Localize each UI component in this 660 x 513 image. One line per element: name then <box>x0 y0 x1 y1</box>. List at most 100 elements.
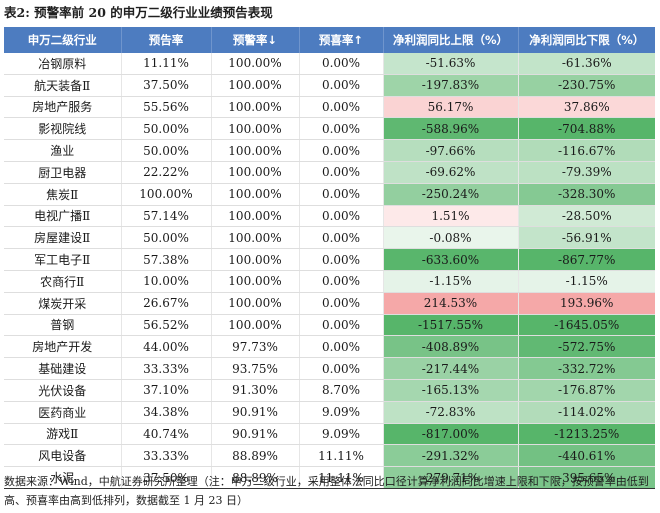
cell-industry: 渔业 <box>4 139 122 162</box>
cell-forecast-rate: 100.00% <box>121 183 212 206</box>
cell-positive-rate: 0.00% <box>299 74 384 97</box>
cell-positive-rate: 0.00% <box>299 357 384 380</box>
cell-industry: 电视广播Ⅱ <box>4 205 122 228</box>
table-row: 医药商业 34.38% 90.91% 9.09% -72.83% -114.02% <box>4 401 655 424</box>
cell-industry: 冶钢原料 <box>4 53 122 75</box>
cell-forecast-rate: 50.00% <box>121 139 212 162</box>
cell-forecast-rate: 37.10% <box>121 379 212 402</box>
cell-forecast-rate: 37.50% <box>121 74 212 97</box>
cell-industry: 影视院线 <box>4 117 122 141</box>
cell-positive-rate: 0.00% <box>299 335 384 359</box>
table-row: 焦炭Ⅱ 100.00% 100.00% 0.00% -250.24% -328.30% <box>4 183 655 206</box>
cell-industry: 光伏设备 <box>4 379 122 402</box>
cell-positive-rate: 0.00% <box>299 96 384 119</box>
cell-warning-rate: 100.00% <box>211 139 300 162</box>
table-row: 基础建设 33.33% 93.75% 0.00% -217.44% -332.72% <box>4 357 655 380</box>
cell-forecast-rate: 44.00% <box>121 335 212 359</box>
cell-profit-upper: -817.00% <box>383 423 519 446</box>
cell-positive-rate: 0.00% <box>299 139 384 162</box>
cell-positive-rate: 9.09% <box>299 401 384 424</box>
cell-positive-rate: 0.00% <box>299 292 384 315</box>
cell-profit-lower: -704.88% <box>518 117 655 141</box>
table-row: 光伏设备 37.10% 91.30% 8.70% -165.13% -176.87% <box>4 379 655 402</box>
cell-positive-rate: 0.00% <box>299 53 384 75</box>
industry-forecast-table: 申万二级行业 预告率 预警率↓ 预喜率↑ 净利润同比上限（%） 净利润同比下限（… <box>4 27 655 489</box>
cell-profit-upper: -72.83% <box>383 401 519 424</box>
cell-profit-lower: -1645.05% <box>518 314 655 337</box>
cell-positive-rate: 0.00% <box>299 270 384 293</box>
source-footnote: 数据来源：Wind，中航证券研究所整理（注：申万二级行业，采用整体法同比口径计算… <box>4 475 649 507</box>
cell-positive-rate: 11.11% <box>299 466 384 489</box>
cell-forecast-rate: 50.00% <box>121 226 212 250</box>
table-row: 冶钢原料 11.11% 100.00% 0.00% -51.63% -61.36% <box>4 53 655 75</box>
cell-profit-upper: -69.62% <box>383 161 519 184</box>
cell-profit-lower: -328.30% <box>518 183 655 206</box>
cell-forecast-rate: 26.67% <box>121 292 212 315</box>
cell-positive-rate: 0.00% <box>299 248 384 271</box>
cell-warning-rate: 100.00% <box>211 226 300 250</box>
cell-warning-rate: 100.00% <box>211 270 300 293</box>
cell-industry: 游戏Ⅱ <box>4 423 122 446</box>
cell-forecast-rate: 22.22% <box>121 161 212 184</box>
cell-profit-lower: -79.39% <box>518 161 655 184</box>
cell-forecast-rate: 33.33% <box>121 357 212 380</box>
cell-industry: 普钢 <box>4 314 122 337</box>
cell-industry: 厨卫电器 <box>4 161 122 184</box>
cell-forecast-rate: 50.00% <box>121 117 212 141</box>
cell-warning-rate: 100.00% <box>211 292 300 315</box>
table-row: 水泥 37.50% 88.89% 11.11% -279.71% -395.65% <box>4 466 655 489</box>
cell-profit-upper: -97.66% <box>383 139 519 162</box>
cell-warning-rate: 100.00% <box>211 314 300 337</box>
cell-profit-lower: -176.87% <box>518 379 655 402</box>
cell-industry: 水泥 <box>4 466 122 489</box>
col-header-profit-lower: 净利润同比下限（%） <box>518 27 655 53</box>
col-header-industry: 申万二级行业 <box>4 27 122 53</box>
cell-positive-rate: 0.00% <box>299 161 384 184</box>
table-row: 房屋建设Ⅱ 50.00% 100.00% 0.00% -0.08% -56.91% <box>4 226 655 250</box>
table-row: 军工电子Ⅱ 57.38% 100.00% 0.00% -633.60% -867.77% <box>4 248 655 271</box>
table-row: 普钢 56.52% 100.00% 0.00% -1517.55% -1645.05% <box>4 314 655 337</box>
cell-warning-rate: 100.00% <box>211 205 300 228</box>
cell-profit-upper: -217.44% <box>383 357 519 380</box>
cell-positive-rate: 0.00% <box>299 205 384 228</box>
cell-profit-upper: -588.96% <box>383 117 519 141</box>
cell-profit-upper: -1.15% <box>383 270 519 293</box>
cell-industry: 农商行Ⅱ <box>4 270 122 293</box>
cell-warning-rate: 100.00% <box>211 161 300 184</box>
cell-profit-upper: -250.24% <box>383 183 519 206</box>
table-row: 煤炭开采 26.67% 100.00% 0.00% 214.53% 193.96% <box>4 292 655 315</box>
cell-positive-rate: 11.11% <box>299 444 384 468</box>
cell-forecast-rate: 10.00% <box>121 270 212 293</box>
cell-warning-rate: 88.89% <box>211 444 300 468</box>
table-row: 航天装备Ⅱ 37.50% 100.00% 0.00% -197.83% -230.75% <box>4 74 655 97</box>
cell-forecast-rate: 40.74% <box>121 423 212 446</box>
cell-profit-lower: -114.02% <box>518 401 655 424</box>
cell-forecast-rate: 57.38% <box>121 248 212 271</box>
table-row: 厨卫电器 22.22% 100.00% 0.00% -69.62% -79.39% <box>4 161 655 184</box>
cell-warning-rate: 100.00% <box>211 117 300 141</box>
cell-warning-rate: 88.89% <box>211 466 300 489</box>
cell-industry: 航天装备Ⅱ <box>4 74 122 97</box>
cell-profit-lower: -440.61% <box>518 444 655 468</box>
cell-profit-lower: -116.67% <box>518 139 655 162</box>
cell-profit-lower: 37.86% <box>518 96 655 119</box>
cell-warning-rate: 90.91% <box>211 401 300 424</box>
cell-warning-rate: 100.00% <box>211 74 300 97</box>
table-row: 电视广播Ⅱ 57.14% 100.00% 0.00% 1.51% -28.50% <box>4 205 655 228</box>
table-header-row: 申万二级行业 预告率 预警率↓ 预喜率↑ 净利润同比上限（%） 净利润同比下限（… <box>4 27 655 53</box>
cell-positive-rate: 9.09% <box>299 423 384 446</box>
cell-profit-lower: -61.36% <box>518 53 655 75</box>
cell-industry: 医药商业 <box>4 401 122 424</box>
cell-positive-rate: 8.70% <box>299 379 384 402</box>
cell-forecast-rate: 37.50% <box>121 466 212 489</box>
table-row: 影视院线 50.00% 100.00% 0.00% -588.96% -704.88% <box>4 117 655 141</box>
col-header-positive-rate: 预喜率↑ <box>299 27 384 53</box>
cell-forecast-rate: 55.56% <box>121 96 212 119</box>
cell-forecast-rate: 34.38% <box>121 401 212 424</box>
cell-industry: 房屋建设Ⅱ <box>4 226 122 250</box>
cell-profit-upper: -633.60% <box>383 248 519 271</box>
cell-profit-lower: -1.15% <box>518 270 655 293</box>
cell-industry: 房地产服务 <box>4 96 122 119</box>
cell-profit-upper: -1517.55% <box>383 314 519 337</box>
col-header-warning-rate: 预警率↓ <box>211 27 300 53</box>
